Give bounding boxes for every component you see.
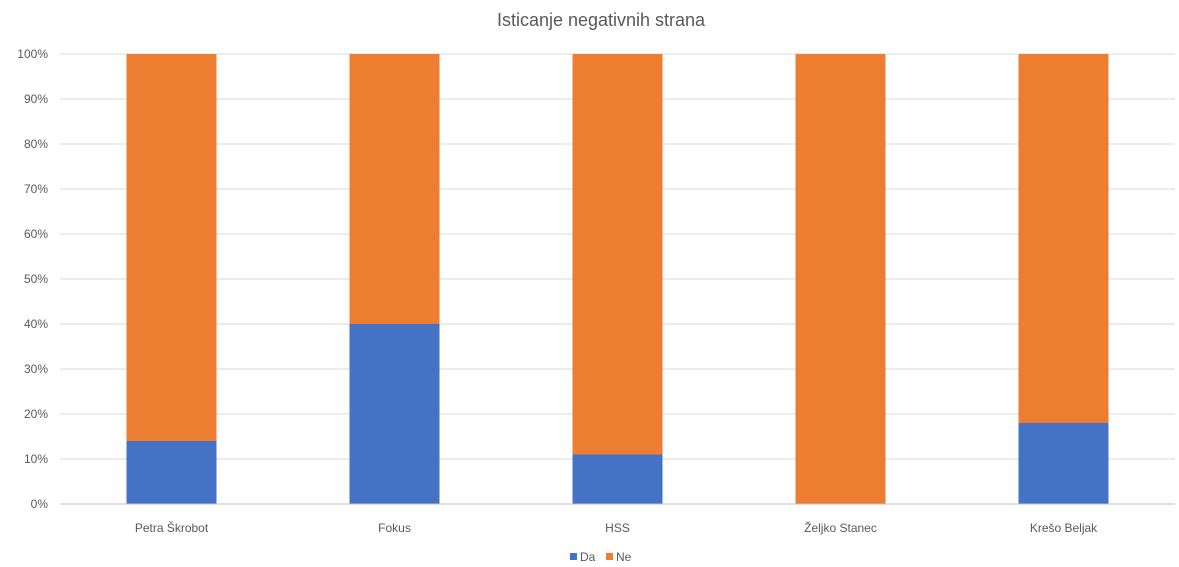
x-category-label: Petra Škrobot	[135, 520, 209, 535]
y-tick-label: 60%	[24, 227, 48, 241]
y-tick-label: 0%	[31, 497, 49, 511]
bar-da-0	[126, 441, 217, 504]
y-tick-label: 20%	[24, 407, 48, 421]
y-tick-label: 50%	[24, 272, 48, 286]
y-tick-label: 80%	[24, 137, 48, 151]
legend-swatch-ne	[606, 553, 613, 560]
bar-da-4	[1018, 423, 1109, 504]
legend-label-da: Da	[580, 550, 596, 564]
bar-ne-1	[349, 54, 440, 324]
legend: Da Ne	[570, 550, 632, 564]
legend-label-ne: Ne	[616, 550, 632, 564]
bar-ne-2	[572, 54, 663, 455]
y-tick-label: 100%	[17, 47, 48, 61]
bar-ne-3	[795, 54, 886, 504]
bars	[126, 54, 1109, 504]
bar-da-1	[349, 324, 440, 504]
bar-ne-0	[126, 54, 217, 441]
x-category-label: Krešo Beljak	[1030, 521, 1098, 535]
legend-swatch-da	[570, 553, 577, 560]
y-tick-label: 70%	[24, 182, 48, 196]
y-tick-label: 10%	[24, 452, 48, 466]
x-category-label: Željko Stanec	[804, 520, 877, 535]
x-category-label: Fokus	[378, 521, 411, 535]
bar-da-2	[572, 454, 663, 504]
chart-title: Isticanje negativnih strana	[497, 10, 706, 30]
bar-ne-4	[1018, 54, 1109, 423]
y-tick-label: 40%	[24, 317, 48, 331]
y-tick-label: 30%	[24, 362, 48, 376]
x-axis-categories: Petra Škrobot Fokus HSS Željko Stanec Krešo …	[135, 520, 1098, 535]
x-category-label: HSS	[605, 521, 630, 535]
y-tick-label: 90%	[24, 92, 48, 106]
y-axis-ticks: 0% 10% 20% 30% 40% 50% 60% 70% 80% 90% 100%	[17, 47, 48, 511]
